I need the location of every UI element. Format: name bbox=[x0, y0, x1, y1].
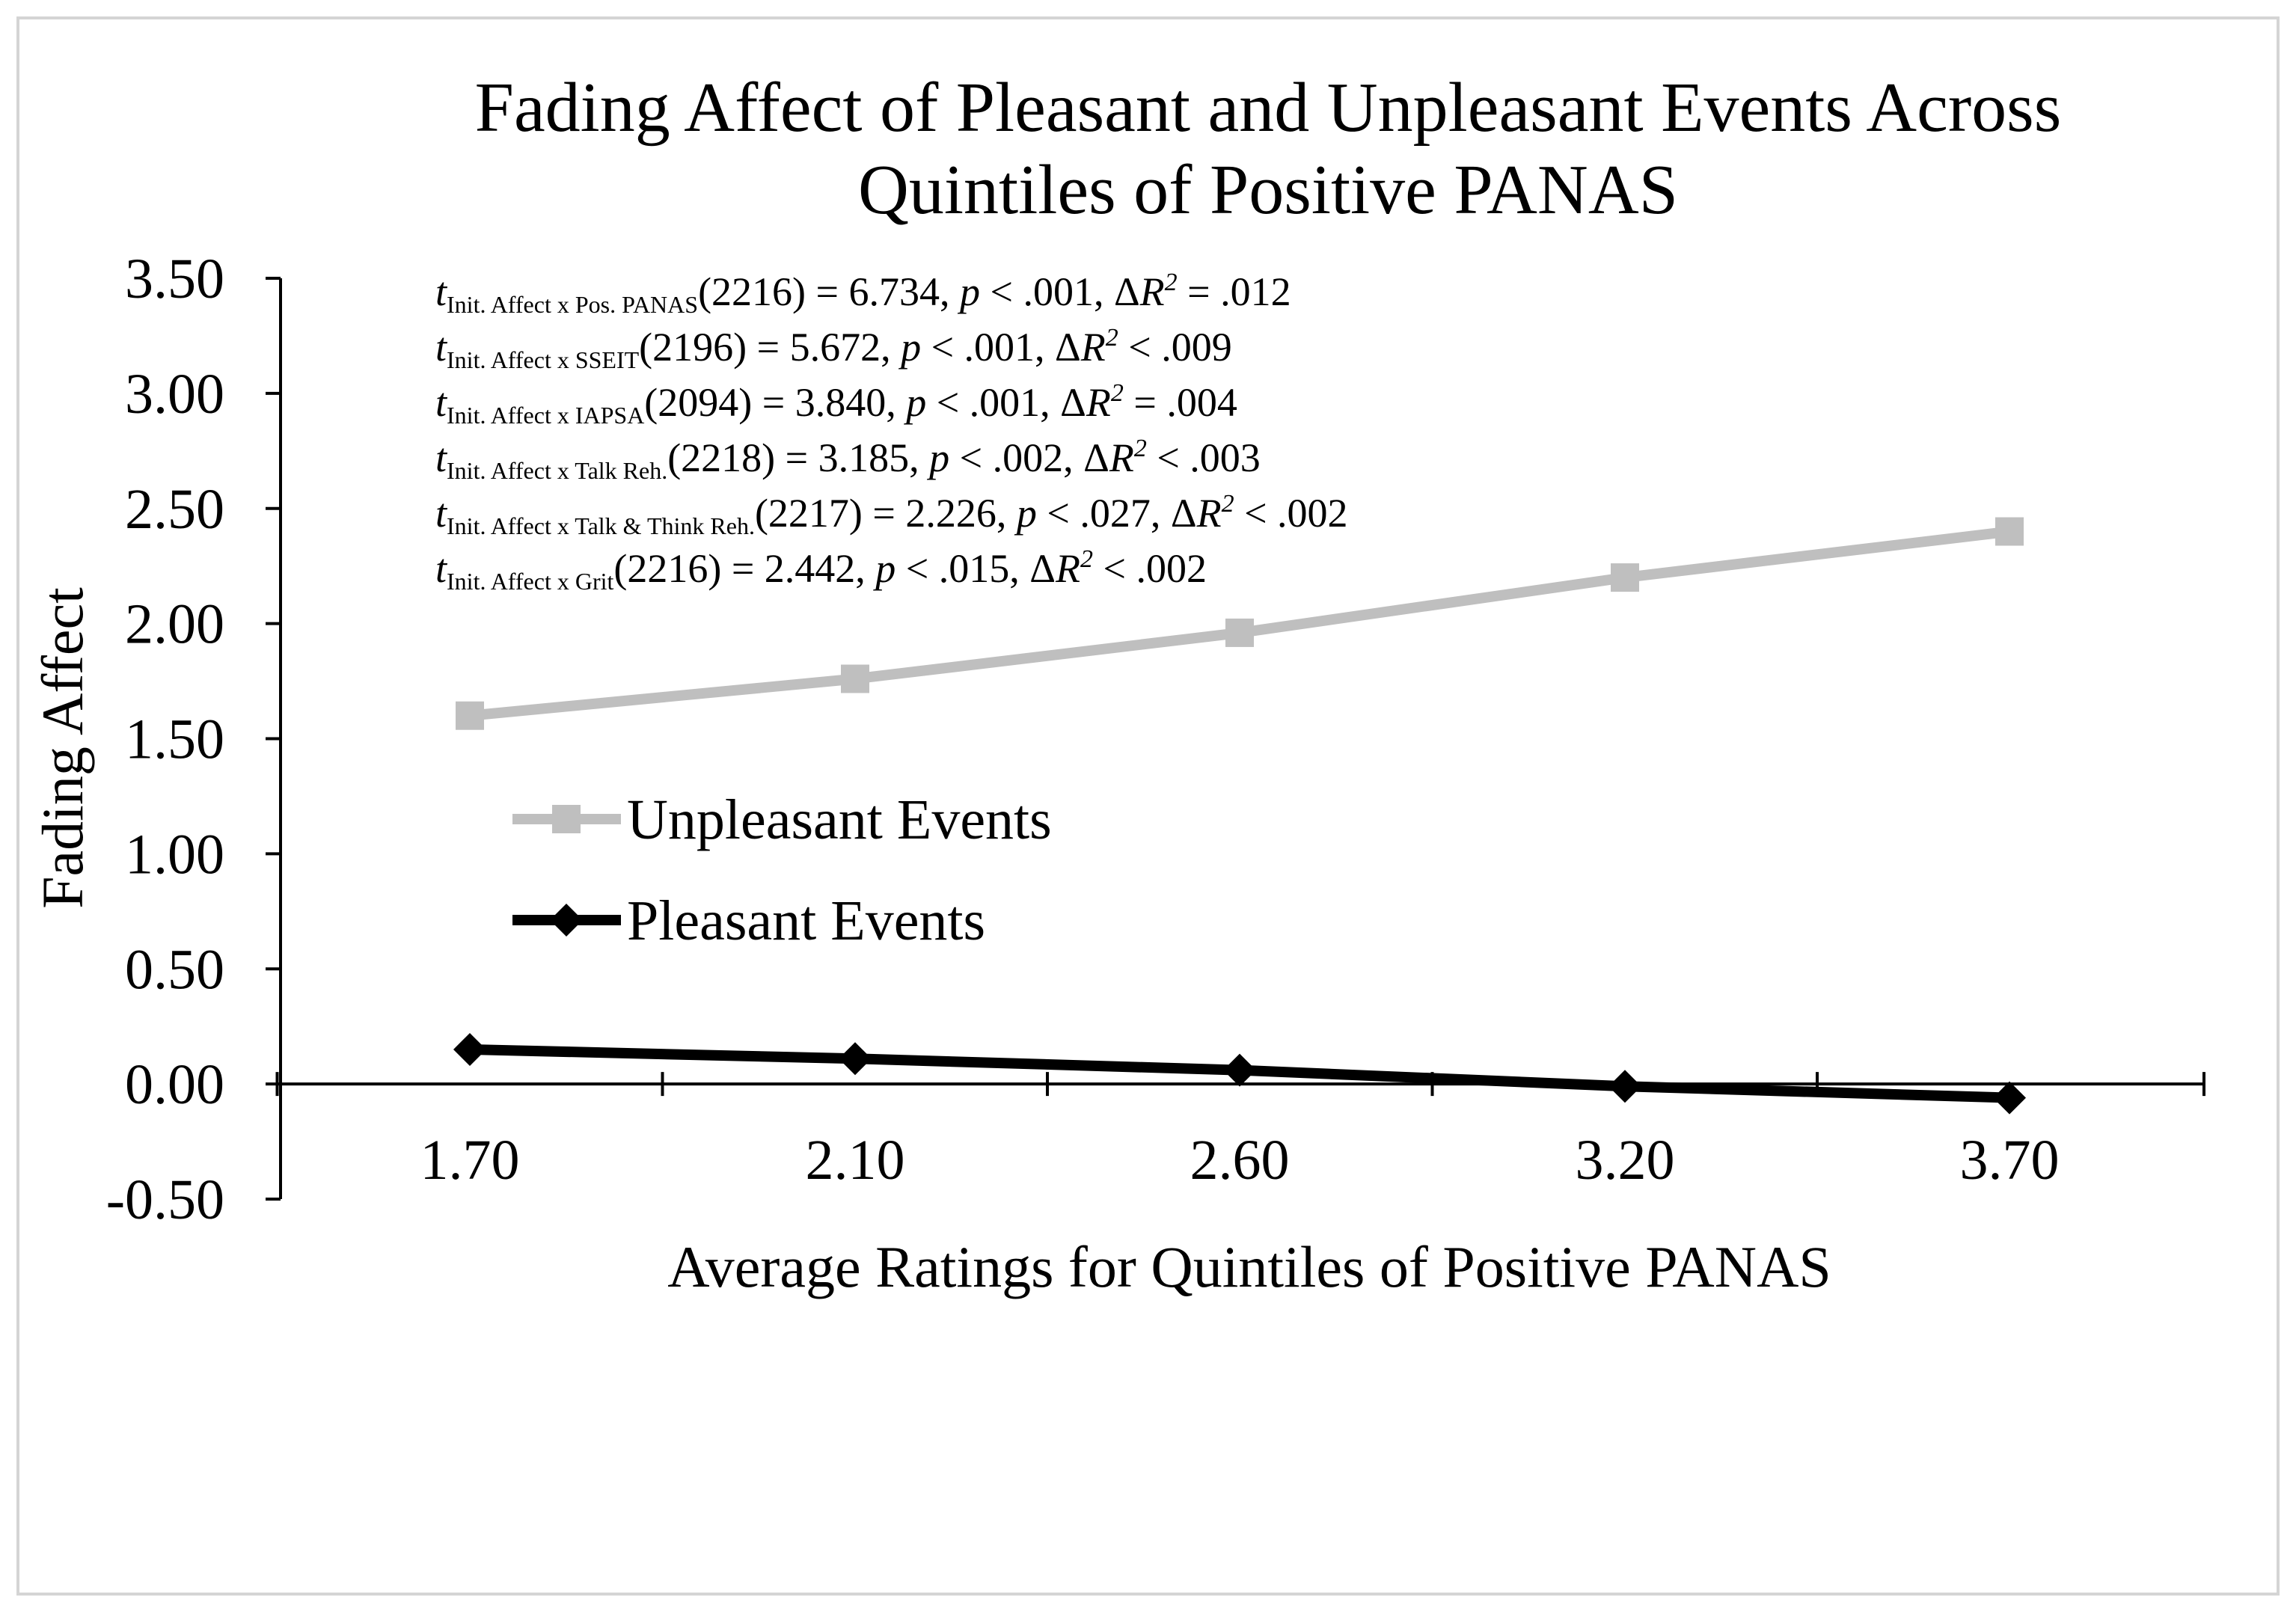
unpleasant-events-point bbox=[1225, 618, 1254, 647]
unpleasant-events-point bbox=[456, 701, 484, 730]
pleasant-events-point bbox=[453, 1032, 486, 1066]
pleasant-events-point bbox=[1993, 1081, 2026, 1115]
annotation-line: tInit. Affect x SSEIT(2196) = 5.672, p <… bbox=[435, 324, 1232, 373]
x-tick-label: 3.20 bbox=[1576, 1129, 1675, 1192]
legend-pleasant-events-marker bbox=[550, 904, 583, 937]
pleasant-events-point bbox=[1608, 1070, 1641, 1103]
annotation-line: tInit. Affect x Talk Reh.(2218) = 3.185,… bbox=[435, 435, 1261, 484]
y-tick-label: 1.50 bbox=[125, 708, 224, 771]
legend-pleasant-events-label: Pleasant Events bbox=[627, 889, 985, 952]
x-tick-label: 1.70 bbox=[420, 1129, 520, 1192]
y-tick-label: 3.00 bbox=[125, 363, 224, 426]
axes: 3.50 3.00 2.50 2.00 1.50 1.00 0.50 0.00 -0.50 1.7… bbox=[106, 248, 2205, 1231]
y-tick-label: 2.50 bbox=[125, 478, 224, 541]
unpleasant-events-point bbox=[1995, 517, 2024, 546]
legend-unpleasant-events-marker bbox=[552, 805, 581, 833]
y-tick-label: -0.50 bbox=[106, 1168, 224, 1231]
pleasant-events-point bbox=[839, 1042, 872, 1076]
chart-title: Fading Affect of Pleasant and Unpleasant… bbox=[475, 69, 2062, 229]
chart-frame bbox=[16, 16, 2280, 1596]
y-tick-label: 1.00 bbox=[125, 823, 224, 886]
annotation-line: tInit. Affect x Talk & Think Reh.(2217) … bbox=[435, 490, 1348, 539]
y-tick-label: 2.00 bbox=[125, 593, 224, 656]
legend-unpleasant-events-label: Unpleasant Events bbox=[627, 788, 1052, 851]
annotation-line: tInit. Affect x Pos. PANAS(2216) = 6.734… bbox=[435, 269, 1291, 318]
y-tick-label: 0.00 bbox=[125, 1053, 224, 1116]
unpleasant-events-point bbox=[841, 664, 869, 693]
pleasant-events-point bbox=[1223, 1053, 1256, 1087]
x-axis-label: Average Ratings for Quintiles of Positiv… bbox=[667, 1234, 1831, 1299]
y-tick-label: 0.50 bbox=[125, 938, 224, 1001]
series bbox=[453, 517, 2026, 1115]
chart-title-line: Fading Affect of Pleasant and Unpleasant… bbox=[475, 69, 2062, 147]
x-tick-label: 2.10 bbox=[806, 1129, 905, 1192]
y-axis-label: Fading Affect bbox=[30, 587, 95, 909]
y-tick-label: 3.50 bbox=[125, 248, 224, 310]
x-tick-label: 3.70 bbox=[1960, 1129, 2060, 1192]
legend: Unpleasant Events Pleasant Events bbox=[512, 788, 1052, 952]
x-tick-label: 2.60 bbox=[1190, 1129, 1290, 1192]
stats-annotations: tInit. Affect x Pos. PANAS(2216) = 6.734… bbox=[435, 269, 1348, 595]
chart-title-line: Quintiles of Positive PANAS bbox=[858, 151, 1678, 229]
unpleasant-events-point bbox=[1611, 563, 1639, 592]
annotation-line: tInit. Affect x IAPSA(2094) = 3.840, p <… bbox=[435, 379, 1237, 429]
annotation-line: tInit. Affect x Grit(2216) = 2.442, p < … bbox=[435, 545, 1207, 595]
